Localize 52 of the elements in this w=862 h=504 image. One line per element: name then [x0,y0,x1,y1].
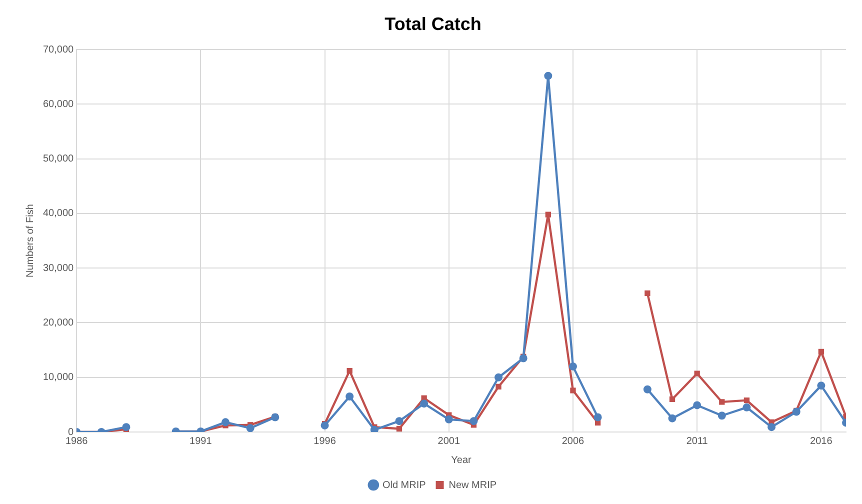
x-axis-title: Year [451,454,472,466]
point [396,426,402,432]
point [568,362,577,370]
legend-label: Old MRIP [382,480,426,491]
chart-title: Total Catch [384,14,482,34]
point [496,384,502,390]
point [744,397,750,404]
point [693,401,702,410]
point [494,373,503,382]
y-tick-label: 60,000 [42,98,74,110]
point [222,418,230,426]
point [544,72,552,80]
x-tick-label: 1986 [65,436,88,447]
point [420,400,428,408]
point [643,385,652,394]
x-tick-label: 2016 [810,436,833,447]
point [444,415,453,424]
point [395,417,404,426]
point [594,413,602,422]
point [644,290,650,296]
y-tick-label: 40,000 [42,208,74,220]
point [570,388,576,394]
x-tick-label: 2001 [438,436,460,447]
point [718,412,726,420]
x-tick-label: 2011 [686,436,708,447]
point [320,421,329,430]
point [768,423,776,432]
y-tick-label: 70,000 [42,44,74,56]
x-tick-label: 2006 [562,436,585,447]
y-axis-title: Numbers of Fish [24,204,36,278]
point [719,399,725,405]
y-tick-label: 0 [68,426,74,438]
point [346,392,354,400]
point [122,423,130,432]
point [818,348,824,355]
point [668,414,676,422]
point [545,212,551,218]
point [694,370,700,376]
y-tick-label: 10,000 [42,372,74,384]
y-tick-label: 20,000 [42,317,74,328]
point [519,354,528,362]
point [346,368,352,374]
x-tick-label: 1996 [314,436,336,447]
point [742,403,751,412]
x-tick-label: 1991 [190,436,212,447]
y-tick-label: 50,000 [42,154,74,165]
point [246,424,254,432]
point [817,382,826,390]
legend-label: New MRIP [448,480,497,491]
point [470,417,478,426]
point [669,396,676,402]
y-tick-label: 30,000 [42,262,74,274]
